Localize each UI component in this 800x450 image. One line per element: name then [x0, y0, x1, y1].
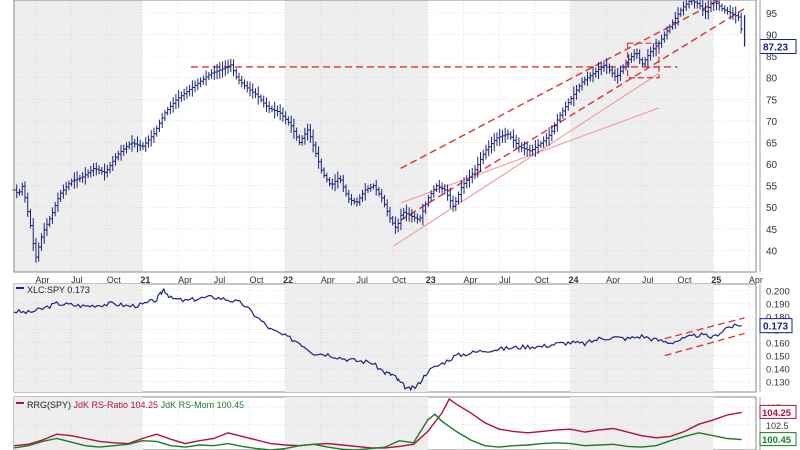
year-shading [570, 397, 714, 450]
x-tick-label: 21 [140, 275, 150, 285]
last-value-flag [759, 318, 793, 334]
last-value-label: 104.25 [762, 408, 792, 419]
rrg-legend-prefix: RRG(SPY) [27, 400, 74, 410]
x-tick-label: Apr [749, 275, 763, 285]
trend-line-upper-channel [664, 317, 745, 340]
last-value-label: 87.23 [763, 42, 788, 53]
year-shading [14, 397, 143, 450]
y-tick-label: 40 [766, 246, 778, 257]
x-tick-label: Apr [606, 275, 620, 285]
panel-border [13, 0, 757, 273]
rrg-series-mom [13, 413, 742, 450]
y-tick-label: 50 [766, 203, 778, 214]
y-tick-label: 0.190 [766, 300, 790, 311]
x-tick-label: Apr [463, 275, 477, 285]
rrg-legend-ratio: JdK RS-Ratio 104.25 [74, 400, 161, 410]
y-tick-label: 45 [766, 225, 778, 236]
trend-line-outer-upper-channel [393, 72, 660, 247]
y-tick-label: 80 [766, 74, 778, 85]
rrg-legend: RRG(SPY) JdK RS-Ratio 104.25 JdK RS-Mom … [27, 400, 244, 410]
last-value-flag [759, 404, 797, 419]
y-tick-label: 102.5 [766, 421, 789, 431]
x-tick-label: Oct [249, 275, 264, 285]
y-tick-label: 55 [766, 182, 778, 193]
y-tick-label: 60 [766, 160, 778, 171]
x-tick-label: Apr [321, 275, 335, 285]
rrg-legend-mom: JdK RS-Mom 100.45 [161, 400, 245, 410]
y-tick-label: 75 [766, 95, 778, 106]
trend-line-lower-channel [664, 332, 745, 357]
x-tick-label: Apr [35, 275, 49, 285]
x-tick-label: Jul [214, 275, 226, 285]
ratio-series-line [13, 287, 742, 392]
x-tick-label: Oct [535, 275, 550, 285]
trend-line-lower-channel [400, 8, 745, 221]
x-tick-label: 23 [426, 275, 436, 285]
x-tick-label: Jul [71, 275, 83, 285]
x-tick-label: 22 [283, 275, 293, 285]
y-tick-label: 0.160 [766, 339, 790, 350]
x-tick-label: Oct [107, 275, 122, 285]
year-shading [14, 284, 143, 392]
x-tick-label: 25 [711, 275, 721, 285]
x-tick-label: Oct [392, 275, 407, 285]
legend-swatch [16, 287, 24, 289]
y-tick-label: 0.130 [766, 378, 790, 389]
last-value-label: 100.45 [762, 435, 792, 446]
x-tick-label: Oct [678, 275, 693, 285]
legend-swatch [16, 402, 24, 404]
y-tick-label: 0.200 [766, 287, 790, 298]
y-tick-label: 90 [766, 31, 778, 42]
range-box [626, 42, 660, 79]
x-tick-label: Jul [642, 275, 654, 285]
y-tick-label: 0.140 [766, 365, 790, 376]
relative-strength-panel: 0.2000.1900.1800.1700.1600.1500.1400.130… [13, 284, 793, 392]
last-value-label: 0.173 [763, 322, 788, 333]
x-tick-label: Jul [356, 275, 368, 285]
price-panel: 40 45 50 55 60 65 70 75 80 85 90 95 87.23 Apr Jul Oct 21… [12, 0, 797, 450]
ratio-legend: XLC:SPY 0.173 [27, 285, 90, 295]
y-tick-label: 95 [766, 9, 778, 20]
y-tick-label: 0.150 [766, 352, 790, 363]
x-tick-label: 24 [569, 275, 579, 285]
y-tick-label: 85 [766, 52, 778, 63]
y-tick-label: 65 [766, 138, 778, 149]
rrg-series-ratio [13, 398, 742, 449]
x-tick-label: Jul [499, 275, 511, 285]
y-tick-label: 70 [766, 117, 778, 128]
x-tick-label: Apr [178, 275, 192, 285]
trend-line-upper-channel [400, 0, 722, 170]
y-tick-label: 0.180 [766, 313, 790, 324]
last-value-flag [759, 432, 797, 447]
